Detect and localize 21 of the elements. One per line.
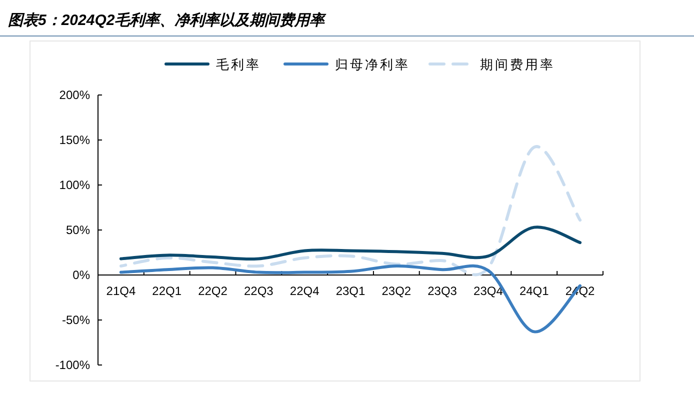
y-tick-label: 200%: [59, 88, 90, 102]
y-tick-label: 150%: [59, 133, 90, 147]
x-tick-label: 23Q4: [474, 284, 504, 298]
x-tick-label: 23Q3: [428, 284, 458, 298]
title: 图表5：2024Q2毛利率、净利率以及期间费用率: [8, 12, 325, 29]
legend-label: 期间费用率: [480, 57, 555, 72]
y-tick-label: 50%: [66, 223, 90, 237]
x-tick-label: 21Q4: [106, 284, 136, 298]
x-tick-label: 23Q1: [336, 284, 366, 298]
y-tick-label: -50%: [62, 313, 90, 327]
y-tick-label: 0%: [72, 268, 90, 282]
x-tick-label: 23Q2: [382, 284, 412, 298]
x-tick-label: 22Q1: [152, 284, 182, 298]
x-tick-label: 22Q2: [198, 284, 228, 298]
y-tick-label: -100%: [55, 358, 90, 372]
legend-label: 毛利率: [216, 57, 261, 72]
legend-label: 归母净利率: [335, 57, 410, 72]
y-tick-label: 100%: [59, 178, 90, 192]
x-tick-label: 22Q4: [290, 284, 320, 298]
x-tick-label: 24Q1: [519, 284, 550, 298]
x-tick-label: 22Q3: [244, 284, 274, 298]
